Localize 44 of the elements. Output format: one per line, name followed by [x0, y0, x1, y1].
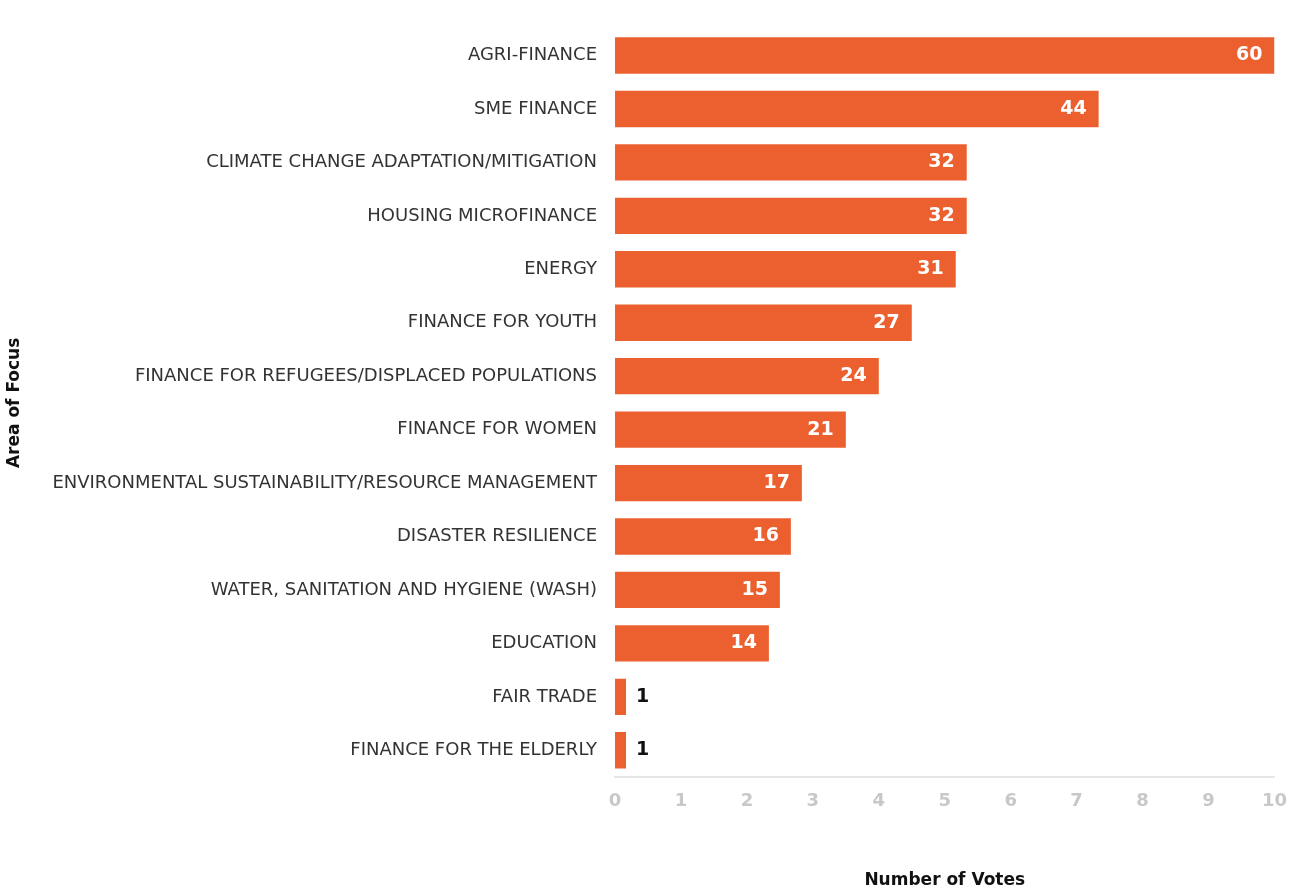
bar — [615, 90, 1099, 128]
data-label: 32 — [928, 149, 955, 172]
y-tick-label: DISASTER RESILIENCE — [397, 524, 598, 546]
bar — [615, 358, 879, 395]
y-tick-label: FINANCE FOR WOMEN — [397, 417, 598, 439]
data-label: 14 — [730, 630, 757, 653]
bar — [615, 518, 791, 555]
y-tick-label: WATER, SANITATION AND HYGIENE (WASH) — [210, 577, 598, 599]
bar — [615, 625, 769, 662]
y-tick-label: EDUCATION — [491, 631, 598, 653]
y-tick-label: ENERGY — [524, 256, 599, 278]
bar — [615, 144, 967, 181]
y-tick-label: FINANCE FOR THE ELDERLY — [350, 737, 599, 759]
bar — [615, 732, 627, 769]
data-label: 32 — [928, 202, 955, 225]
y-tick-label: CLIMATE CHANGE ADAPTATION/MITIGATION — [206, 150, 598, 172]
data-label: 1 — [636, 737, 650, 760]
data-label: 21 — [807, 416, 834, 439]
x-axis-title: Number of Votes — [864, 869, 1026, 890]
y-axis-title: Area of Focus — [2, 337, 23, 469]
y-tick-label: AGRI-FINANCE — [467, 43, 598, 65]
bar — [615, 304, 912, 341]
y-tick-label: SME FINANCE — [474, 96, 598, 118]
data-label: 27 — [873, 309, 900, 332]
data-label: 16 — [752, 523, 779, 546]
bar — [615, 411, 846, 448]
data-label: 24 — [840, 363, 867, 386]
y-tick-label: HOUSING MICROFINANCE — [367, 203, 598, 225]
bar — [615, 197, 967, 235]
data-label: 31 — [917, 256, 944, 279]
bar — [615, 251, 956, 288]
data-label: 17 — [763, 470, 790, 492]
y-tick-label: ENVIRONMENTAL SUSTAINABILITY/RESOURCE MANAGEMENT — [52, 470, 599, 492]
bar — [615, 37, 1275, 74]
bar — [615, 678, 627, 716]
y-tick-label: FAIR TRADE — [492, 684, 598, 706]
data-label: 44 — [1060, 95, 1087, 118]
bar — [615, 571, 780, 609]
y-tick-label: FINANCE FOR YOUTH — [407, 310, 598, 332]
data-label: 1 — [636, 683, 650, 706]
bar — [615, 464, 802, 502]
data-label: 60 — [1236, 42, 1263, 65]
data-label: 15 — [741, 576, 768, 599]
y-tick-label: FINANCE FOR REFUGEES/DISPLACED POPULATIONS — [134, 363, 598, 385]
